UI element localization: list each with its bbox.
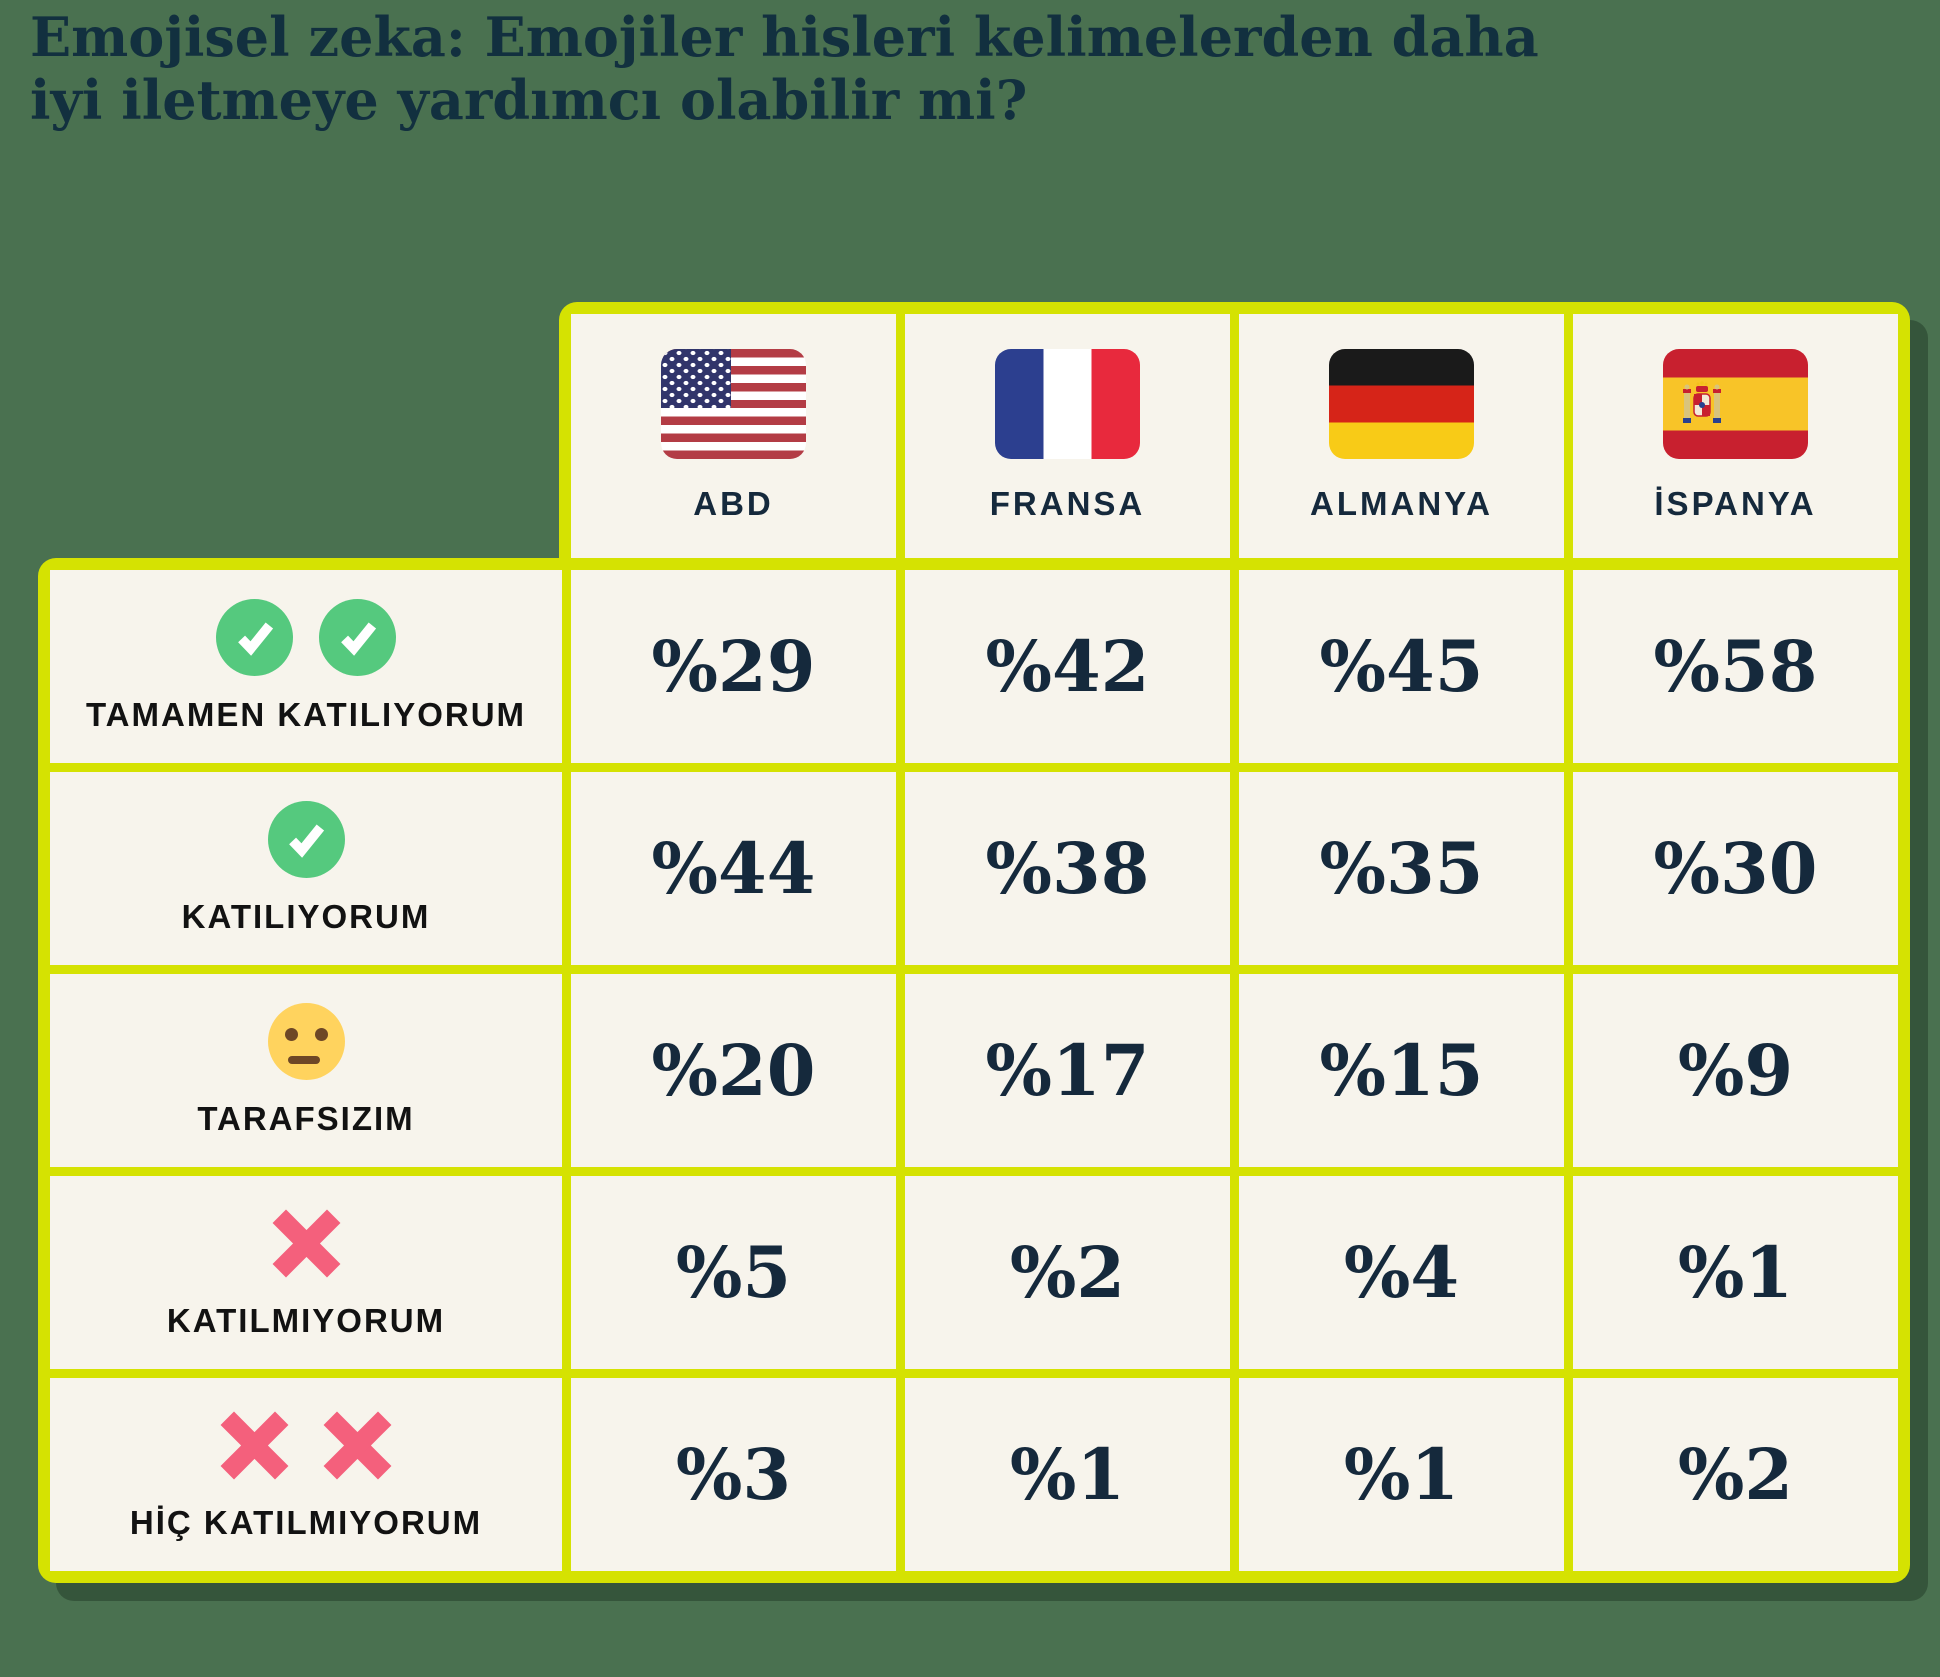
cross-mark-icon: [216, 1407, 293, 1484]
table-header-row: ABD FRANSA ALMANYA İSPANYA: [559, 302, 1910, 558]
value-cell: %9: [1573, 974, 1898, 1167]
row-icons: [268, 1205, 345, 1282]
value-cell: %1: [1573, 1176, 1898, 1369]
column-label: ALMANYA: [1310, 485, 1493, 522]
value-cell: %1: [905, 1378, 1230, 1571]
cross-mark-icon: [319, 1407, 396, 1484]
value-cell: %20: [571, 974, 896, 1167]
usa-flag-canton: [661, 349, 731, 408]
row-header-strongly-agree: TAMAMEN KATILIYORUM: [50, 570, 562, 763]
value-cell: %35: [1239, 772, 1564, 965]
cross-mark-icon: [268, 1205, 345, 1282]
column-label: İSPANYA: [1654, 485, 1817, 522]
column-label: FRANSA: [989, 485, 1146, 522]
row-header-agree: KATILIYORUM: [50, 772, 562, 965]
value-cell: %42: [905, 570, 1230, 763]
row-icons: [267, 801, 345, 878]
france-flag-icon: [995, 349, 1140, 459]
row-label: HİÇ KATILMIYORUM: [129, 1504, 483, 1541]
column-label: ABD: [693, 485, 774, 522]
row-header-neutral: TARAFSIZIM: [50, 974, 562, 1167]
value-cell: %4: [1239, 1176, 1564, 1369]
value-cell: %44: [571, 772, 896, 965]
value-cell: %3: [571, 1378, 896, 1571]
value-cell: %2: [1573, 1378, 1898, 1571]
check-circle-icon: [267, 801, 345, 878]
row-label: KATILIYORUM: [181, 898, 431, 935]
value-cell: %17: [905, 974, 1230, 1167]
value-cell: %1: [1239, 1378, 1564, 1571]
column-header-spain: İSPANYA: [1573, 314, 1898, 558]
value-cell: %30: [1573, 772, 1898, 965]
value-cell: %45: [1239, 570, 1564, 763]
table-body: TAMAMEN KATILIYORUM %29 %42 %45 %58 KATI…: [38, 558, 1910, 1583]
value-cell: %38: [905, 772, 1230, 965]
value-cell: %15: [1239, 974, 1564, 1167]
row-label: KATILMIYORUM: [166, 1302, 446, 1339]
row-header-strongly-disagree: HİÇ KATILMIYORUM: [50, 1378, 562, 1571]
row-header-disagree: KATILMIYORUM: [50, 1176, 562, 1369]
row-icons: [216, 599, 396, 676]
germany-flag-icon: [1329, 349, 1474, 459]
value-cell: %5: [571, 1176, 896, 1369]
spain-flag-icon: [1663, 349, 1808, 459]
row-icons: [267, 1003, 345, 1080]
page-title: Emojisel zeka: Emojiler hisleri kelimele…: [30, 5, 1539, 133]
value-cell: %29: [571, 570, 896, 763]
check-circle-icon: [319, 599, 396, 676]
usa-flag-icon: [661, 349, 806, 459]
neutral-face-icon: [267, 1003, 345, 1080]
row-icons: [216, 1407, 396, 1484]
check-circle-icon: [216, 599, 293, 676]
value-cell: %2: [905, 1176, 1230, 1369]
row-label: TAMAMEN KATILIYORUM: [85, 696, 527, 733]
column-header-germany: ALMANYA: [1239, 314, 1564, 558]
spain-coat-of-arms: [1683, 381, 1721, 423]
column-header-france: FRANSA: [905, 314, 1230, 558]
column-header-usa: ABD: [571, 314, 896, 558]
value-cell: %58: [1573, 570, 1898, 763]
row-label: TARAFSIZIM: [197, 1100, 415, 1137]
